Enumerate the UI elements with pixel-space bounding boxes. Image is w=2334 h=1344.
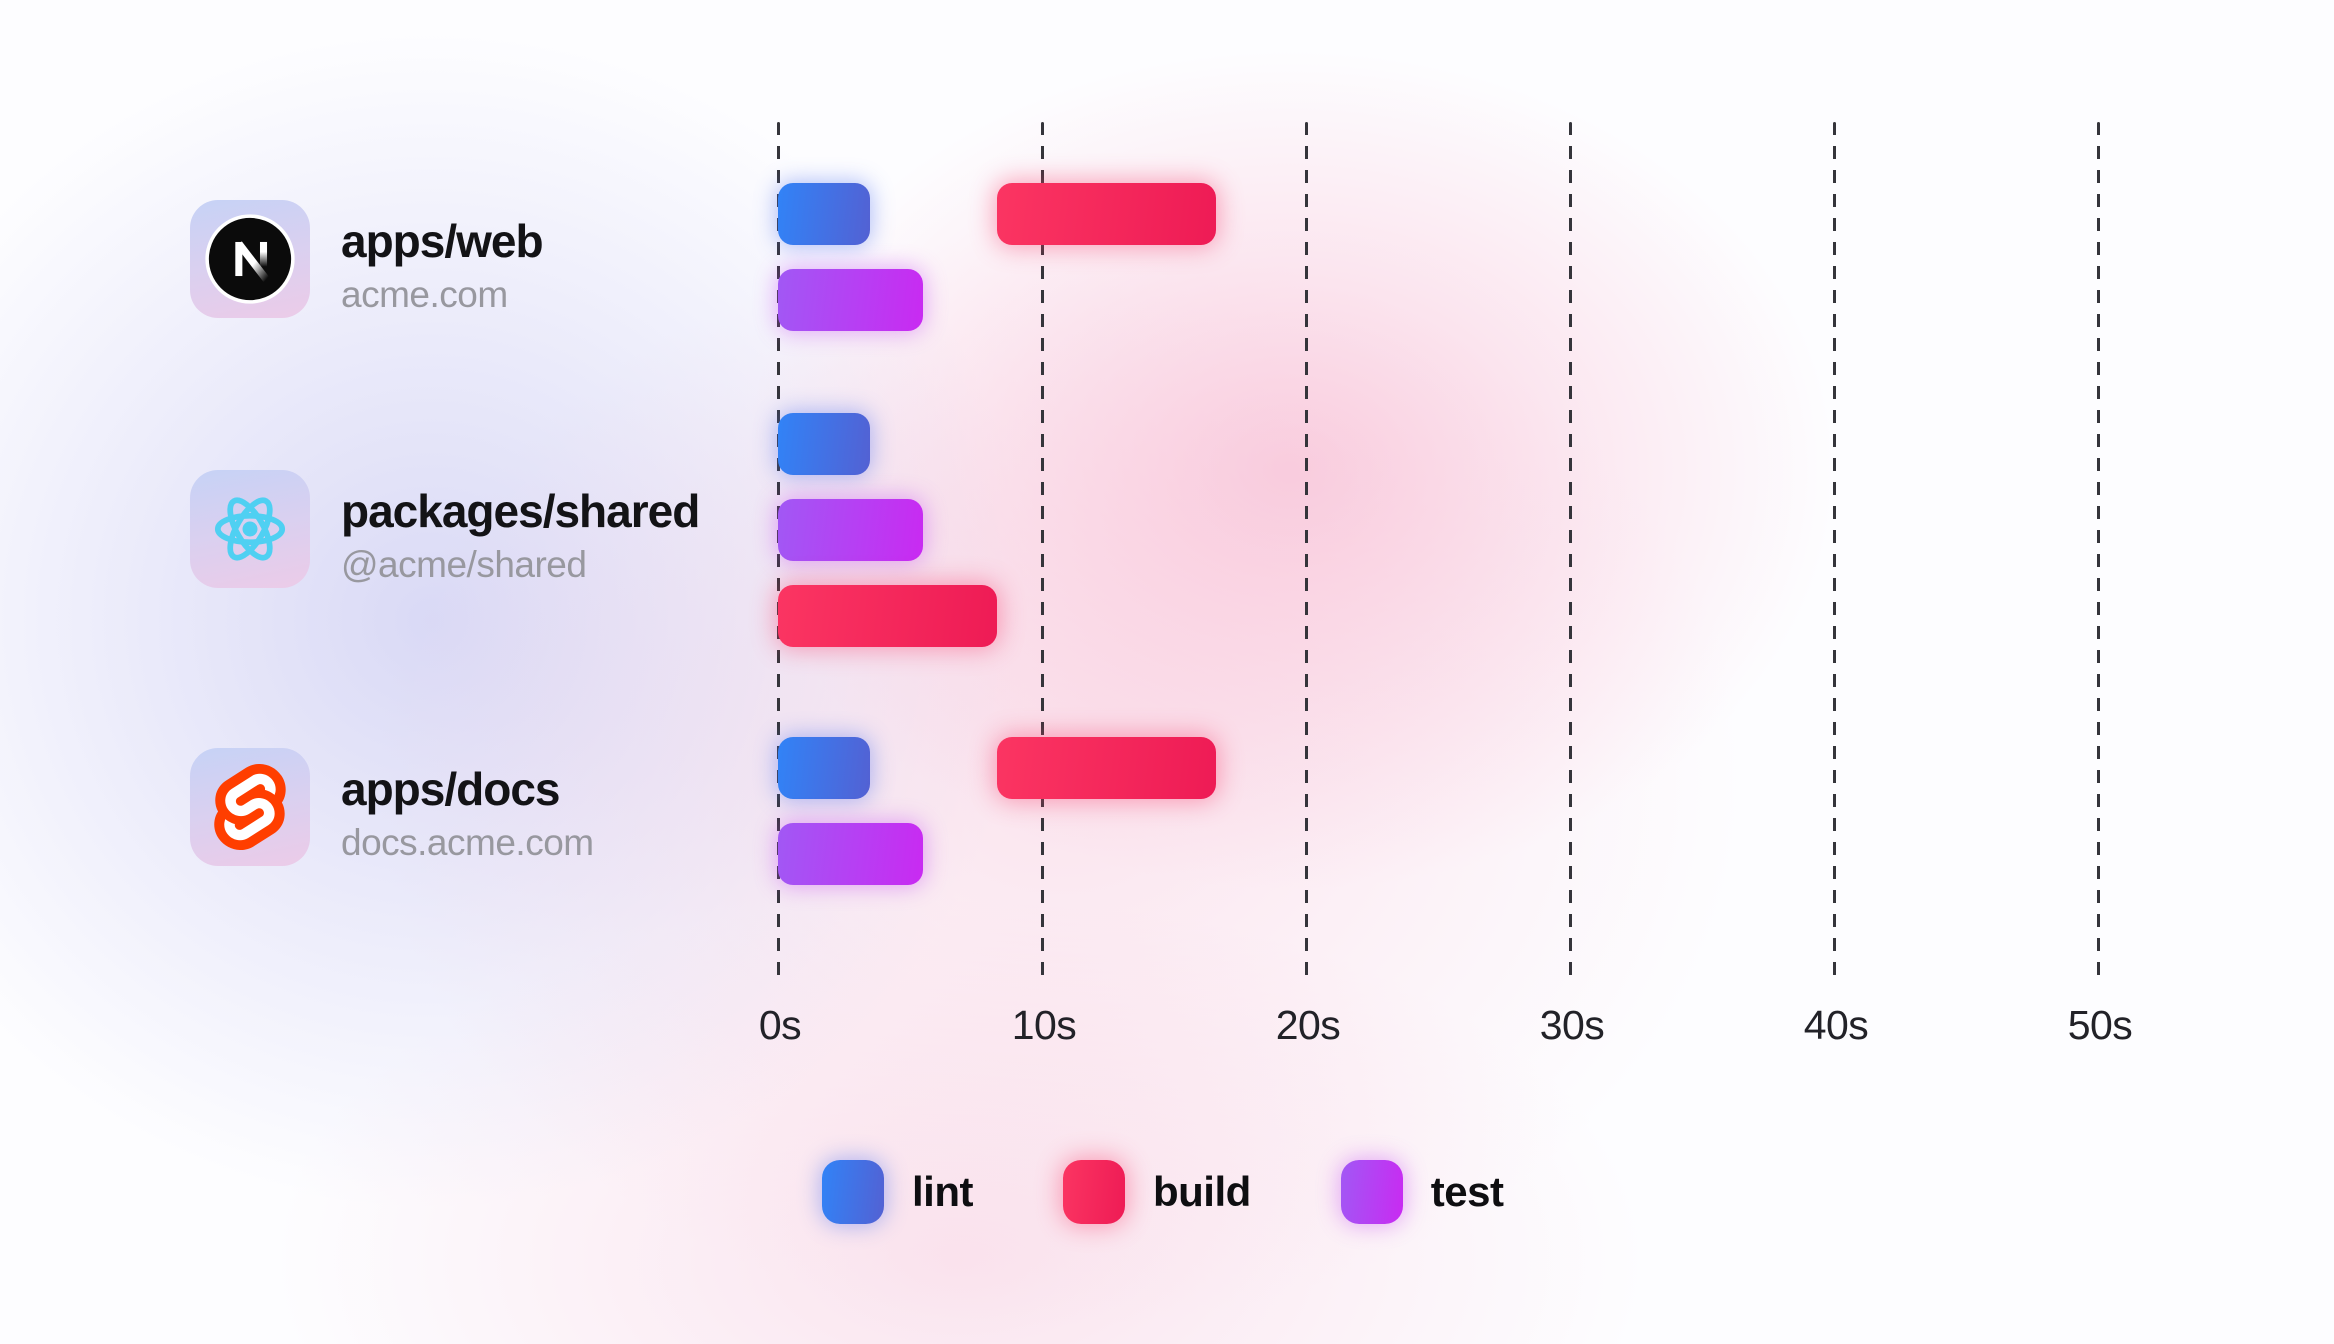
bar-test: [778, 269, 924, 331]
package-name: packages/shared: [341, 485, 700, 537]
package-labels: apps/docs docs.acme.com: [341, 763, 594, 866]
bar-test: [778, 823, 924, 885]
package-tile: [190, 470, 310, 588]
axis-tick-label: 50s: [2067, 1002, 2133, 1048]
legend-label: build: [1152, 1168, 1251, 1215]
react-logo-icon: [214, 497, 286, 561]
legend-label: lint: [912, 1168, 973, 1215]
legend: lint build test: [822, 1160, 1504, 1224]
bar-build: [997, 737, 1217, 799]
package-labels: apps/web acme.com: [341, 215, 544, 318]
axis-tick-label: 10s: [1011, 1002, 1077, 1048]
gridline-20s: [1304, 122, 1308, 976]
gridline-10s: [1040, 122, 1044, 976]
bar-build: [778, 585, 998, 647]
legend-item-lint: lint: [822, 1160, 973, 1224]
bar-lint: [778, 183, 871, 245]
bar-lint: [778, 413, 871, 475]
package-tile: [190, 748, 310, 866]
package-tile: [190, 200, 310, 318]
bar-lint: [778, 737, 871, 799]
bar-build: [997, 183, 1217, 245]
lint-color-swatch: [822, 1160, 884, 1224]
legend-item-test: test: [1340, 1160, 1504, 1224]
package-domain: @acme/shared: [341, 543, 587, 585]
axis-tick-label: 30s: [1539, 1002, 1605, 1048]
gridline-30s: [1568, 122, 1572, 976]
test-color-swatch: [1340, 1160, 1403, 1224]
build-color-swatch: [1062, 1160, 1125, 1224]
legend-label: test: [1430, 1168, 1504, 1215]
package-domain: docs.acme.com: [341, 821, 594, 863]
axis-tick-label: 20s: [1275, 1002, 1341, 1048]
package-labels: packages/shared @acme/shared: [341, 485, 700, 588]
package-domain: acme.com: [341, 273, 508, 315]
gridline-50s: [2096, 122, 2100, 976]
bar-test: [778, 499, 924, 561]
axis-tick-label: 40s: [1803, 1002, 1869, 1048]
axis-tick-label: 0s: [758, 1002, 802, 1048]
gridline-40s: [1832, 122, 1836, 976]
nextjs-logo-icon: [205, 214, 295, 304]
svelte-logo-icon: [214, 764, 286, 850]
package-name: apps/web: [341, 215, 544, 267]
legend-item-build: build: [1062, 1160, 1251, 1224]
package-name: apps/docs: [341, 763, 561, 815]
